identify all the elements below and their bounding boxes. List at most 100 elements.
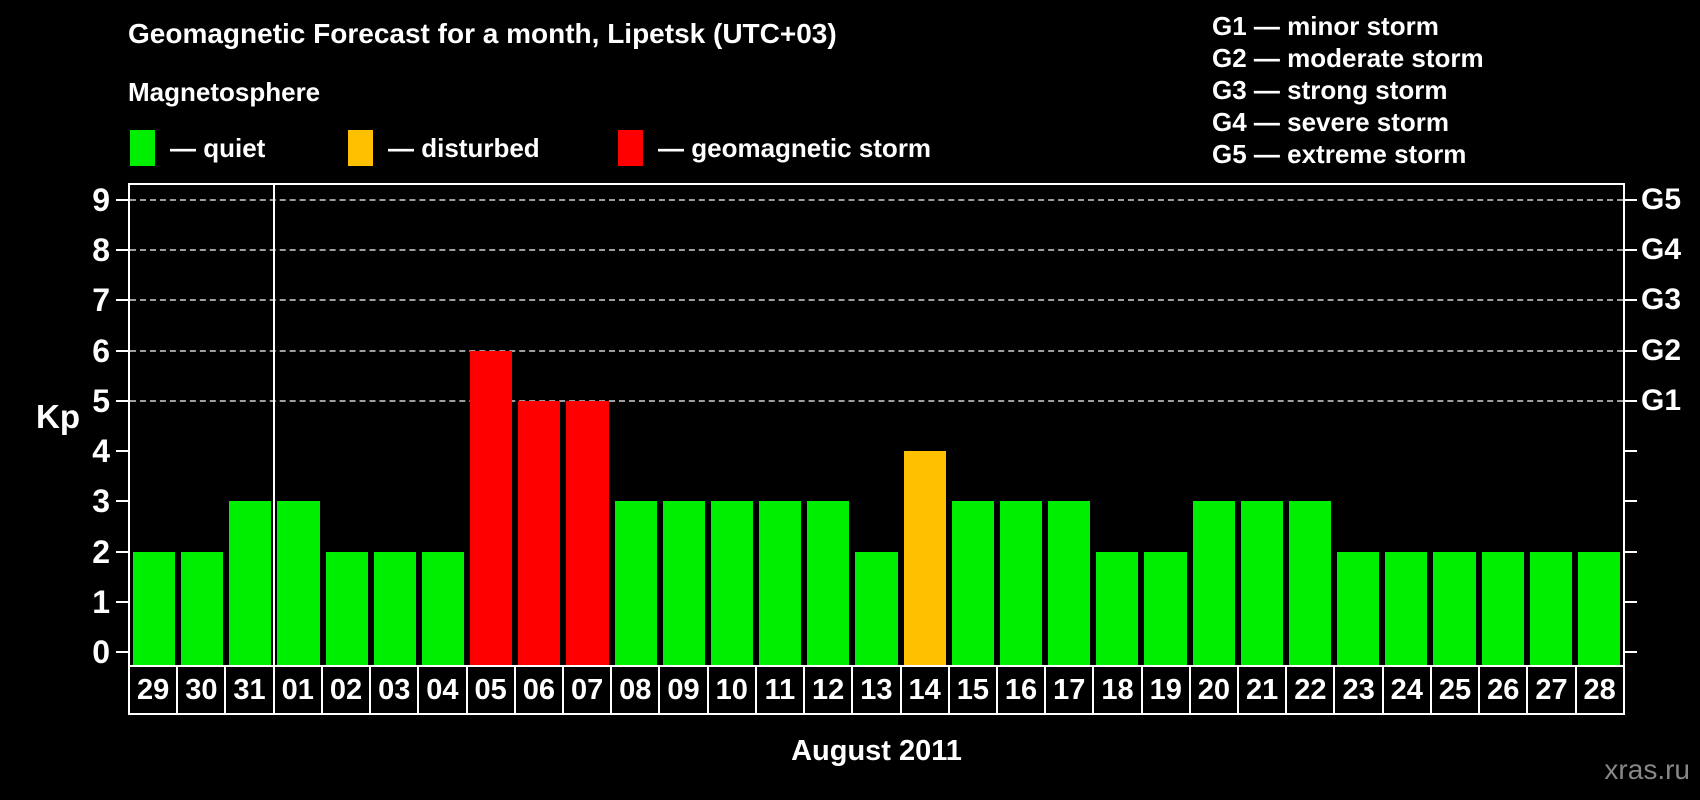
day-label-11: 11 [757,667,806,713]
day-axis-row: 29 30 31 01 02 03 04 05 06 07 08 09 10 11 12 13 14 15 16 17… [128,665,1625,715]
right-axis-tick-6 [1625,349,1637,352]
kp-bar-day-11 [759,501,802,665]
day-label-04: 04 [419,667,468,713]
kp-bar-day-29 [133,551,176,665]
kp-bar-day-01 [277,501,320,665]
day-label-28: 28 [1583,673,1616,706]
legend-item-storm: — geomagnetic storm [618,128,931,168]
g3-legend-line: G3 — strong storm [1212,75,1448,105]
kp-bar-day-17 [1048,501,1091,665]
left-axis-tick-8 [116,249,128,252]
y-axis-label-7: 7 [92,282,110,319]
kp-bar-day-15 [951,501,994,665]
g-axis-label-g5: G5 [1641,183,1682,217]
day-label-30: 30 [178,667,227,713]
kp-bar-day-27 [1529,551,1572,665]
left-axis-tick-4 [116,450,128,453]
g-axis-label-g1: G1 [1641,383,1682,417]
kp-bar-day-02 [325,551,368,665]
right-axis-tick-8 [1625,249,1637,252]
gridline-kp-9 [130,199,1623,202]
kp-bar-day-26 [1481,551,1524,665]
left-axis-tick-1 [116,600,128,603]
day-label-31: 31 [226,667,275,713]
kp-bar-day-07 [566,400,609,665]
legend-label-disturbed: — disturbed [388,132,540,163]
magnetosphere-legend-heading: Magnetosphere [128,77,321,107]
y-axis-label-3: 3 [92,483,110,520]
day-label-25: 25 [1432,667,1481,713]
kp-bar-day-31 [229,501,272,665]
y-axis-label-6: 6 [92,332,110,369]
g2-legend-line: G2 — moderate storm [1212,43,1484,73]
gridline-kp-6 [130,349,1623,352]
kp-bar-day-05 [470,350,513,665]
y-axis-label-2: 2 [92,533,110,570]
kp-bar-day-04 [421,551,465,665]
right-axis-tick-2 [1625,550,1637,553]
day-label-15: 15 [950,667,998,713]
kp-bar-day-25 [1433,551,1476,665]
kp-bar-day-28 [1577,551,1620,665]
day-label-09: 09 [660,667,709,713]
left-axis-tick-7 [116,299,128,302]
day-label-18: 18 [1094,667,1143,713]
kp-bar-day-08 [614,501,657,665]
g1-legend-line: G1 — minor storm [1212,11,1439,41]
day-label-08: 08 [612,667,661,713]
g-axis-label-g2: G2 [1641,333,1682,367]
kp-bar-day-19 [1144,551,1187,665]
day-label-23: 23 [1335,667,1384,713]
g-axis-label-g3: G3 [1641,283,1682,317]
day-label-02: 02 [323,667,372,713]
kp-bar-day-20 [1192,501,1235,665]
left-axis-tick-5 [116,399,128,402]
day-label-14: 14 [902,667,950,713]
month-separator-line [273,185,276,665]
y-axis-label-4: 4 [92,433,110,470]
left-axis-tick-0 [116,651,128,653]
legend-label-storm: — geomagnetic storm [658,132,932,163]
day-label-06: 06 [516,667,564,713]
right-axis-tick-0 [1625,651,1637,653]
y-axis-label-9: 9 [92,182,110,219]
left-axis-tick-9 [116,199,128,202]
right-axis-tick-5 [1625,399,1637,402]
legend-label-quiet: — quiet [170,132,266,163]
day-label-05: 05 [468,667,516,713]
left-axis-tick-6 [116,349,128,352]
kp-bar-day-23 [1337,551,1380,665]
right-axis-tick-4 [1625,450,1637,453]
left-axis-tick-2 [116,550,128,553]
chart-title: Geomagnetic Forecast for a month, Lipets… [128,18,837,49]
day-label-10: 10 [709,667,757,713]
right-axis-tick-9 [1625,199,1637,202]
day-label-22: 22 [1287,667,1336,713]
plot-area: 0 1 2 3 4 5 6 7 8 9 G1 G2 G3 G4 G5 [92,182,1681,670]
day-label-07: 07 [564,667,613,713]
kp-bar-day-18 [1096,551,1139,665]
y-axis-label-1: 1 [92,583,110,620]
day-label-01: 01 [275,667,323,713]
legend-item-disturbed: — disturbed [348,128,540,168]
kp-bar-day-12 [807,501,850,665]
watermark: xras.ru [1604,754,1690,785]
day-label-13: 13 [853,667,902,713]
day-label-26: 26 [1480,667,1529,713]
day-label-12: 12 [805,667,854,713]
kp-bar-day-21 [1240,501,1283,665]
day-label-17: 17 [1046,667,1095,713]
g-axis-label-g4: G4 [1641,233,1682,267]
right-axis-tick-3 [1625,500,1637,503]
g4-legend-line: G4 — severe storm [1212,107,1450,137]
kp-bar-day-16 [999,501,1043,665]
day-label-24: 24 [1384,667,1432,713]
kp-bar-day-09 [662,501,705,665]
kp-bar-day-30 [181,551,224,665]
right-axis-tick-1 [1625,600,1637,603]
gridline-kp-5 [130,399,1623,402]
day-label-20: 20 [1191,667,1240,713]
disturbed-color-swatch [348,130,373,166]
left-axis-tick-3 [116,500,128,503]
